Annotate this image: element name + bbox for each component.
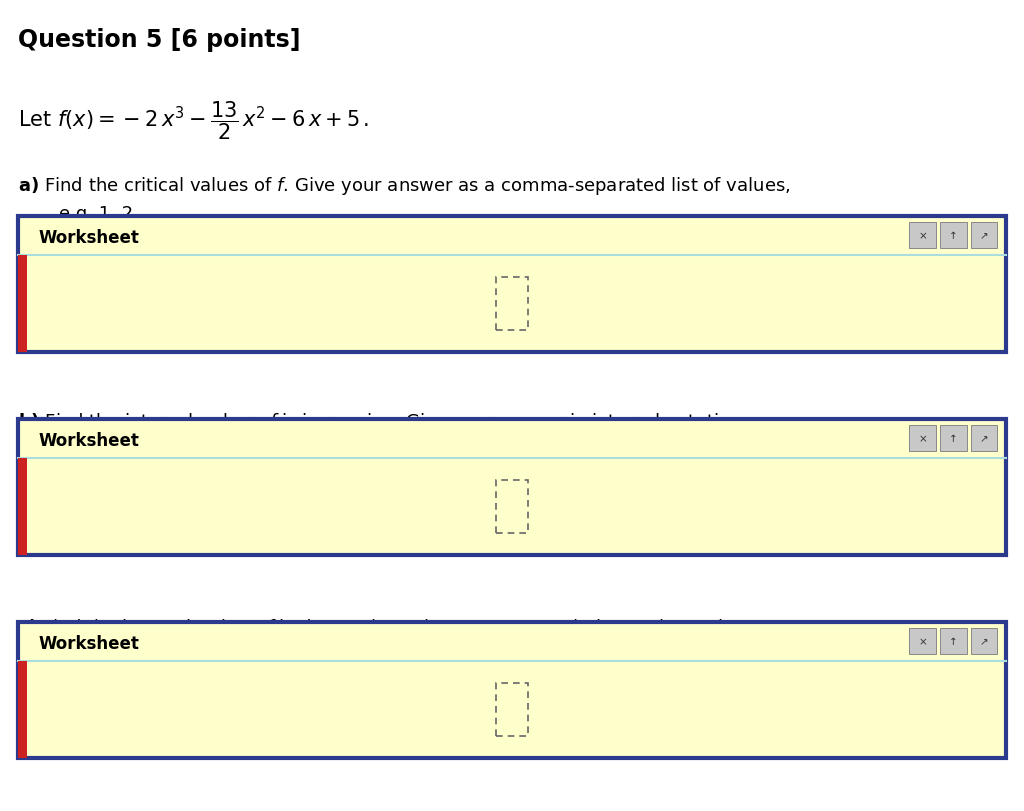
Text: $\mathbf{c)}$ Find the intervals where $f$ is decreasing. Give your answer in in: $\mathbf{c)}$ Find the intervals where $… — [18, 616, 751, 638]
FancyBboxPatch shape — [18, 622, 1006, 758]
FancyBboxPatch shape — [18, 419, 1006, 556]
FancyBboxPatch shape — [18, 255, 27, 353]
Text: $\mathbf{a)}$ Find the critical values of $f$. Give your answer as a comma-separ: $\mathbf{a)}$ Find the critical values o… — [18, 174, 791, 196]
FancyBboxPatch shape — [971, 426, 997, 452]
FancyBboxPatch shape — [909, 426, 936, 452]
Text: ↗: ↗ — [980, 637, 988, 646]
Text: $(-\infty,0)\cup(3,4)$.: $(-\infty,0)\cup(3,4)$. — [59, 441, 208, 462]
Text: Worksheet: Worksheet — [39, 634, 140, 652]
Text: ×: × — [919, 434, 927, 444]
FancyBboxPatch shape — [940, 223, 967, 249]
Text: e.g. 1, 2.: e.g. 1, 2. — [59, 204, 139, 222]
Text: ↑: ↑ — [949, 231, 957, 241]
Text: ↑: ↑ — [949, 637, 957, 646]
Text: Worksheet: Worksheet — [39, 431, 140, 449]
FancyBboxPatch shape — [940, 426, 967, 452]
Text: ↗: ↗ — [980, 434, 988, 444]
Text: ↑: ↑ — [949, 434, 957, 444]
Text: Worksheet: Worksheet — [39, 229, 140, 247]
Text: ×: × — [919, 231, 927, 241]
Text: Let $f(x) = -2\,x^{3} - \dfrac{13}{2}\,x^{2} - 6\,x + 5\,.$: Let $f(x) = -2\,x^{3} - \dfrac{13}{2}\,x… — [18, 99, 370, 141]
FancyBboxPatch shape — [909, 223, 936, 249]
FancyBboxPatch shape — [971, 629, 997, 654]
FancyBboxPatch shape — [909, 629, 936, 654]
FancyBboxPatch shape — [971, 223, 997, 249]
FancyBboxPatch shape — [940, 629, 967, 654]
Text: ×: × — [919, 637, 927, 646]
Text: $\mathbf{b)}$ Find the intervals where $f$ is increasing. Give your answer in in: $\mathbf{b)}$ Find the intervals where $… — [18, 410, 786, 432]
FancyBboxPatch shape — [18, 217, 1006, 353]
FancyBboxPatch shape — [18, 458, 27, 556]
FancyBboxPatch shape — [18, 661, 27, 758]
Text: ↗: ↗ — [980, 231, 988, 241]
Text: Question 5 [6 points]: Question 5 [6 points] — [18, 28, 301, 53]
